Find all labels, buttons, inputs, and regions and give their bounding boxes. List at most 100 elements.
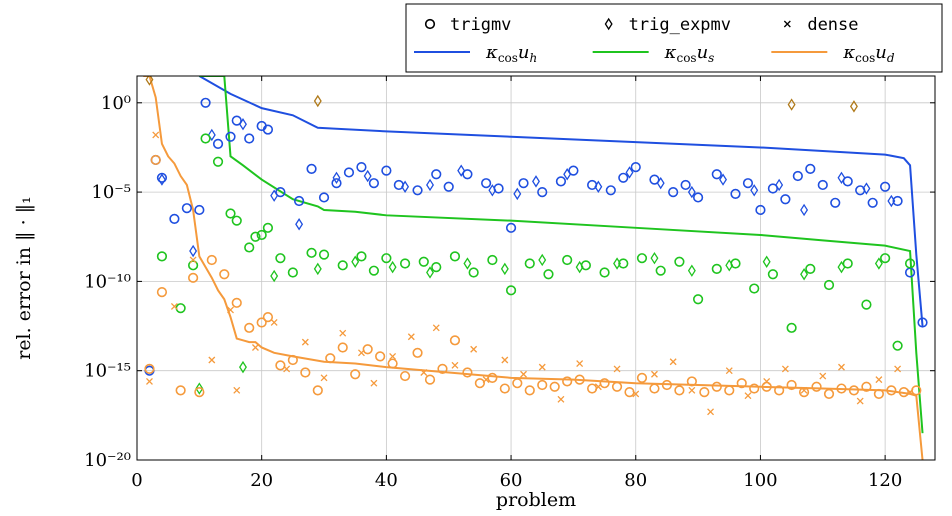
data-point-circle: [805, 163, 816, 174]
data-point-circle: [256, 317, 267, 328]
data-point-circle: [724, 385, 735, 396]
data-point-circle: [449, 251, 461, 262]
data-point-circle: [537, 186, 548, 198]
data-point-circle: [587, 383, 598, 394]
data-point-x: [233, 386, 241, 394]
data-point-x: [819, 372, 827, 380]
data-point-x: [520, 370, 527, 378]
data-point-circle: [611, 381, 623, 392]
data-point-circle: [674, 385, 685, 396]
data-point-circle: [848, 385, 860, 396]
data-point-x: [875, 376, 883, 384]
data-point-circle: [886, 385, 897, 396]
data-point-x: [152, 131, 160, 139]
data-point-circle: [867, 197, 878, 208]
data-point-circle: [337, 260, 348, 271]
data-point-x: [613, 365, 621, 373]
data-point-circle: [674, 256, 685, 267]
data-point-circle: [175, 385, 186, 396]
x-tick-label: 80: [624, 470, 647, 491]
data-point-circle: [300, 367, 311, 378]
data-point-circle: [412, 185, 423, 196]
data-point-circle: [811, 381, 822, 392]
data-point-circle: [194, 387, 205, 398]
data-point-circle: [337, 342, 348, 353]
data-point-circle: [325, 353, 336, 364]
data-point-x: [538, 363, 546, 371]
data-point-x: [451, 361, 459, 369]
data-point-circle: [755, 204, 766, 216]
series-lines: [143, 76, 924, 460]
data-point-circle: [880, 181, 891, 192]
data-point-diamond: [725, 259, 734, 272]
data-point-diamond: [687, 264, 696, 277]
data-point-circle: [904, 267, 916, 278]
data-point-diamond: [762, 255, 771, 268]
data-point-diamond: [401, 180, 410, 193]
data-point-circle: [424, 374, 436, 385]
data-point-circle: [449, 335, 461, 346]
data-point-circle: [499, 383, 510, 394]
legend: trigmv trig_expmv dense κcosuh κcosus κcosud: [405, 3, 943, 73]
data-point-circle: [661, 379, 673, 391]
data-point-circle: [823, 388, 835, 400]
data-point-circle: [505, 285, 517, 296]
data-point-circle: [418, 256, 429, 267]
data-point-x: [594, 383, 602, 391]
data-point-circle: [318, 249, 330, 260]
data-point-circle: [823, 279, 835, 291]
data-point-circle: [767, 183, 779, 194]
y-tick-label: 10⁻²⁰: [84, 450, 131, 471]
data-point-circle: [262, 124, 274, 135]
data-point-circle: [188, 272, 199, 283]
data-point-circle: [892, 340, 903, 351]
y-tick-label: 10⁻¹⁵: [84, 361, 131, 382]
data-point-x: [906, 388, 914, 396]
data-point-diamond: [145, 76, 154, 86]
data-point-x: [227, 306, 234, 314]
data-point-x: [283, 365, 291, 373]
data-point-circle: [437, 363, 448, 375]
data-point-diamond: [532, 175, 540, 188]
x-tick-label: 60: [500, 470, 523, 491]
data-point-circle: [262, 312, 274, 323]
data-point-circle: [244, 322, 255, 333]
data-point-circle: [194, 204, 205, 216]
data-point-circle: [188, 260, 199, 271]
series-line: [199, 76, 924, 434]
data-point-circle: [680, 179, 691, 191]
data-point-x: [781, 365, 789, 373]
data-point-diamond: [650, 251, 659, 265]
data-point-diamond: [837, 260, 846, 274]
data-point-diamond: [719, 173, 728, 186]
data-point-circle: [462, 367, 473, 378]
data-point-circle: [855, 185, 866, 196]
data-point-circle: [842, 258, 853, 269]
data-point-circle: [736, 378, 747, 389]
data-point-circle: [580, 260, 591, 271]
data-point-circle: [150, 154, 161, 166]
data-point-circle: [474, 378, 485, 389]
x-tick-label: 100: [743, 470, 777, 491]
data-point-diamond: [837, 171, 846, 185]
data-point-circle: [399, 258, 411, 269]
data-point-x: [650, 370, 658, 378]
data-point-diamond: [563, 168, 572, 181]
data-point-x: [432, 324, 440, 332]
data-point-circle: [836, 383, 847, 394]
x-tick-label: 0: [131, 470, 142, 491]
data-point-circle: [487, 254, 498, 266]
data-point-circle: [792, 170, 803, 182]
data-point-diamond: [488, 184, 497, 197]
data-point-diamond: [849, 100, 858, 113]
data-point-circle: [331, 178, 342, 189]
data-point-circle: [175, 303, 186, 314]
data-point-x: [744, 392, 752, 400]
data-point-circle: [212, 156, 224, 167]
data-point-circle: [786, 379, 797, 391]
data-point-circle: [505, 222, 517, 233]
data-point-x: [407, 333, 415, 341]
data-point-x: [339, 329, 347, 337]
data-point-circle: [624, 387, 635, 398]
